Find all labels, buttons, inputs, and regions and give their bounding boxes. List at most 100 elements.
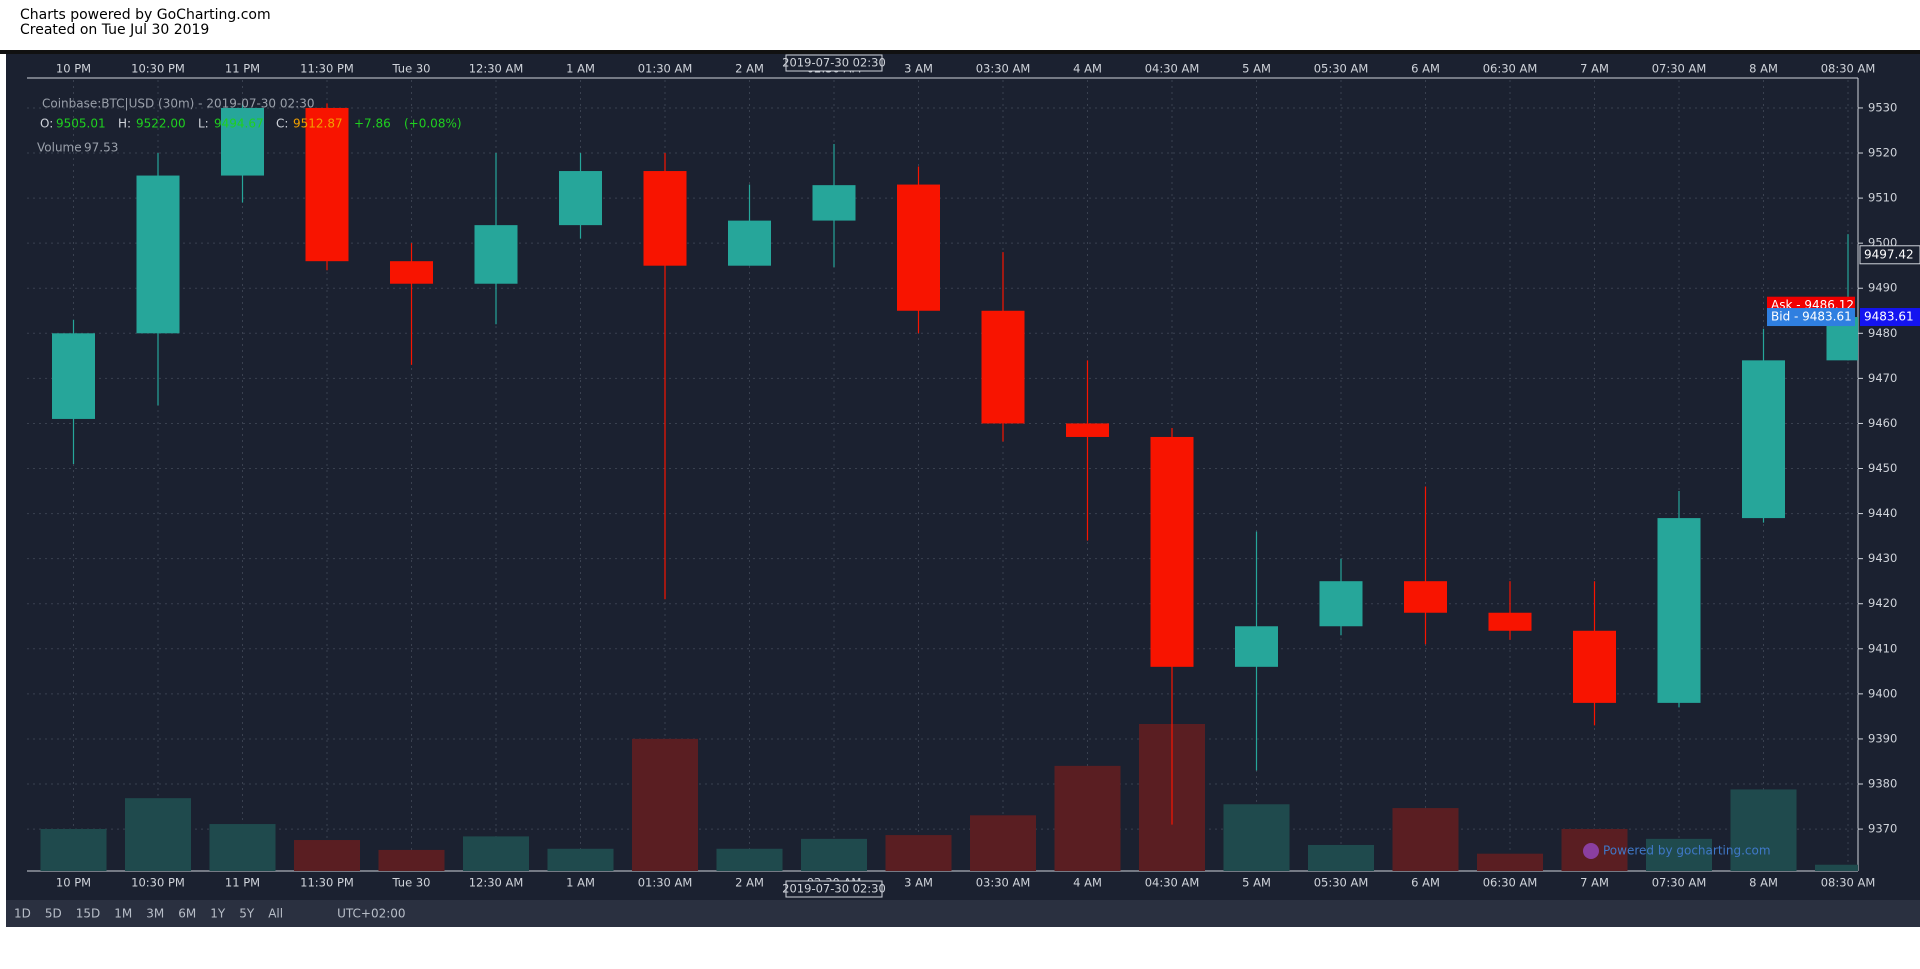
volume-bar [1308, 844, 1374, 871]
volume-bar [1815, 864, 1858, 871]
watermark: Powered by gocharting.com [1603, 844, 1771, 858]
x-tick-label: 08:30 AM [1821, 62, 1876, 76]
watermark-logo [1583, 843, 1599, 859]
x-tick-label: 8 AM [1749, 876, 1778, 890]
volume-value: 97.53 [84, 141, 118, 155]
candle-body [474, 225, 518, 284]
x-tick-label: 5 AM [1242, 62, 1271, 76]
volume-bar [716, 848, 783, 871]
x-tick-label: 11:30 PM [300, 62, 354, 76]
x-tick-label: 12:30 AM [469, 876, 524, 890]
x-tick-label: 12:30 AM [469, 62, 524, 76]
x-tick-label: 5 AM [1242, 876, 1271, 890]
candle-body [1319, 581, 1363, 627]
volume-bar [1646, 838, 1712, 871]
y-tick-label: 9430 [1868, 551, 1897, 565]
toolbar-button[interactable]: 6M [178, 907, 196, 921]
toolbar-button[interactable]: All [268, 907, 283, 921]
candle-body [897, 184, 940, 311]
candle-body [390, 261, 433, 284]
x-tick-label: 07:30 AM [1652, 876, 1707, 890]
candle-body [812, 185, 856, 221]
toolbar-button[interactable]: UTC+02:00 [337, 907, 405, 921]
toolbar-button[interactable]: 3M [146, 907, 164, 921]
price-marker-label: 9483.61 [1864, 310, 1914, 324]
x-tick-label: Tue 30 [392, 62, 431, 76]
toolbar [6, 900, 1920, 927]
x-tick-label: 11 PM [225, 62, 260, 76]
header-line: Created on Tue Jul 30 2019 [20, 22, 209, 38]
toolbar-button[interactable]: 1M [114, 907, 132, 921]
x-tick-label: 11 PM [225, 876, 260, 890]
volume-label: Volume [37, 141, 82, 155]
price-marker-label: 9497.42 [1864, 247, 1914, 261]
x-tick-label: 1 AM [566, 62, 595, 76]
candle-body [728, 220, 771, 266]
y-tick-label: 9470 [1868, 371, 1897, 385]
volume-bar [1054, 765, 1121, 871]
y-tick-label: 9410 [1868, 641, 1897, 655]
x-tick-label: 10:30 PM [131, 876, 185, 890]
candle-body [1150, 436, 1194, 667]
candle-body [305, 107, 349, 262]
crosshair-box [785, 54, 883, 72]
chart-panel [6, 50, 1920, 927]
toolbar-button[interactable]: 5Y [239, 907, 255, 921]
symbol-label: Coinbase:BTC|USD (30m) - 2019-07-30 02:3… [42, 97, 314, 111]
candle-body [643, 171, 687, 266]
volume-bar [40, 828, 107, 871]
x-tick-label: 04:30 AM [1145, 876, 1200, 890]
y-tick-label: 9510 [1868, 191, 1897, 205]
x-tick-label: 4 AM [1073, 876, 1102, 890]
x-tick-label: 3 AM [904, 62, 933, 76]
toolbar-button[interactable]: 1Y [210, 907, 226, 921]
candle-body [981, 310, 1025, 424]
price-marker [1859, 245, 1920, 265]
x-tick-label: 06:30 AM [1483, 62, 1538, 76]
candle-body [1066, 423, 1109, 437]
legend-value: 9505.01 [56, 117, 106, 131]
legend-key: L: [198, 117, 209, 131]
volume-bar [294, 840, 360, 871]
legend-value: 9512.87 [293, 117, 343, 131]
x-tick-label: 10 PM [56, 62, 91, 76]
x-tick-label: 11:30 PM [300, 876, 354, 890]
x-tick-label: 7 AM [1580, 876, 1609, 890]
candle-body [1742, 360, 1785, 519]
y-tick-label: 9480 [1868, 326, 1897, 340]
volume-bar [1730, 789, 1797, 871]
candle-body [136, 175, 180, 334]
toolbar-button[interactable]: 1D [14, 907, 31, 921]
legend-key: H: [118, 117, 131, 131]
top-border [0, 50, 1920, 54]
y-tick-label: 9400 [1868, 686, 1897, 700]
volume-bar [547, 848, 614, 871]
volume-bar [970, 815, 1036, 871]
candle-body [52, 333, 95, 419]
legend-value: 9522.00 [136, 117, 186, 131]
candle-body [221, 107, 264, 176]
x-tick-label: 6 AM [1411, 62, 1440, 76]
volume-bar [209, 824, 276, 871]
header-line: Charts powered by GoCharting.com [20, 7, 271, 23]
x-tick-label: 10 PM [56, 876, 91, 890]
x-tick-label: Tue 30 [392, 876, 431, 890]
y-tick-label: 9450 [1868, 461, 1897, 475]
legend-value: 9494.67 [214, 117, 264, 131]
change-pct: (+0.08%) [404, 117, 462, 131]
toolbar-button[interactable]: 15D [76, 907, 101, 921]
crosshair-box [785, 880, 883, 898]
volume-bar [125, 798, 191, 871]
price-marker [1767, 308, 1855, 327]
toolbar-button[interactable]: 5D [45, 907, 62, 921]
candle-body [1657, 518, 1701, 703]
y-tick-label: 9380 [1868, 777, 1897, 791]
y-tick-label: 9460 [1868, 416, 1897, 430]
plot [27, 80, 1858, 871]
candle-body [1235, 626, 1278, 667]
y-tick-label: 9390 [1868, 731, 1897, 745]
candle-body [1404, 581, 1447, 613]
x-tick-label: 6 AM [1411, 876, 1440, 890]
crosshair-label: 2019-07-30 02:30 [782, 56, 886, 70]
